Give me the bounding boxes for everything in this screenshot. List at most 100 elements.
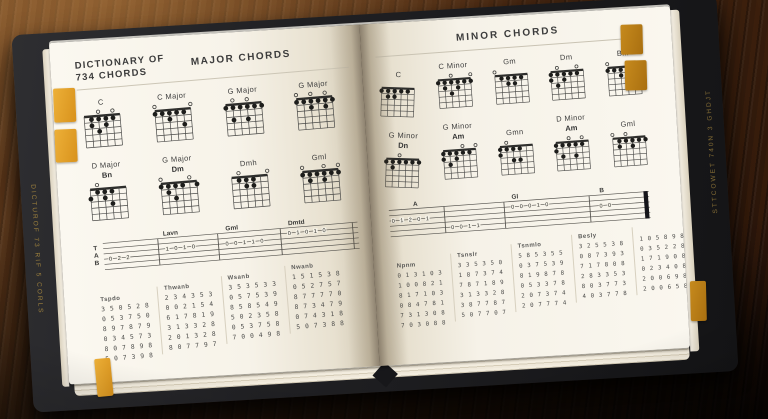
table-number-row: 4 0 3 7 7 8: [582, 290, 628, 301]
svg-text:Gml: Gml: [225, 224, 238, 232]
svg-text:0: 0: [174, 246, 178, 252]
bookmark-tab-right-2: [624, 60, 648, 91]
svg-text:Gl: Gl: [511, 193, 518, 200]
chord-diagram: G Major Dm: [154, 153, 205, 221]
bookmark-tab-left-1: [52, 87, 77, 123]
chord-grid: [384, 153, 422, 189]
table-number-row: 7 0 3 0 8 8: [400, 320, 447, 330]
chord-diagram: C Minor: [433, 60, 477, 115]
chord-diagram-row: G Minor Dn G Minor Am Gmn D Minor Am Gml: [381, 108, 652, 189]
bookmark-tab-left-2: [54, 128, 78, 163]
table-number-row: 5 0 7 7 0 7: [461, 309, 507, 320]
book-title: DICTIONARY OF 734 CHORDS: [74, 53, 166, 84]
svg-text:1: 1: [468, 224, 472, 230]
chord-alt-name: Am: [565, 123, 578, 133]
chord-diagram: Dmh: [225, 157, 275, 215]
svg-text:B: B: [94, 260, 100, 267]
svg-text:Dmtd: Dmtd: [288, 219, 305, 227]
chord-name: C: [395, 70, 402, 80]
bookmark-tab-left-bottom: [94, 357, 114, 398]
chord-grid: [231, 168, 271, 210]
chord-grid: [435, 72, 473, 109]
chord-name: Dmh: [239, 157, 258, 169]
chord-alt-name: Am: [451, 131, 465, 142]
chord-grid: [293, 90, 336, 131]
chord-diagram-row: C C Major G Major G Major: [78, 77, 355, 154]
chord-grid: [158, 175, 200, 216]
chord-name: D Minor: [555, 112, 586, 124]
svg-text:1: 1: [314, 229, 318, 235]
chord-grid: [548, 64, 586, 101]
svg-text:1: 1: [166, 247, 170, 253]
svg-text:1: 1: [296, 230, 300, 236]
chord-alt-name: Dm: [171, 163, 185, 174]
chord-diagram: Gmn: [495, 126, 539, 181]
chord-diagram: D Major Bn: [83, 159, 134, 227]
svg-text:0: 0: [528, 203, 532, 209]
chord-name: G Minor: [388, 130, 419, 141]
chord-grid: [88, 182, 129, 222]
svg-text:0: 0: [459, 224, 463, 230]
svg-text:0: 0: [599, 203, 603, 209]
chord-diagram: C: [78, 96, 128, 154]
chord-name: Gml: [311, 151, 328, 163]
svg-text:2: 2: [126, 255, 130, 261]
chord-diagram: C Major: [148, 90, 198, 148]
chord-grid: [299, 162, 342, 204]
svg-text:1: 1: [183, 245, 187, 251]
chord-name: G Minor: [442, 120, 473, 132]
chord-diagram: G Major: [219, 84, 269, 142]
chord-alt-name: Bn: [101, 170, 113, 180]
chord-diagram: D Minor Am: [550, 112, 594, 177]
svg-text:B: B: [599, 187, 605, 194]
tablature-staff: T A B Lavn Gml Dmtd 0 2 2 1 0 1 0 0 0 1 1 0 0 1 0 1 0: [89, 214, 364, 275]
svg-text:0: 0: [192, 244, 196, 250]
svg-text:0: 0: [392, 219, 396, 225]
svg-text:1: 1: [426, 216, 430, 222]
chord-name: Dm: [559, 52, 573, 63]
svg-text:0: 0: [417, 217, 421, 223]
chord-alt-name: Dn: [398, 140, 409, 151]
chord-diagram: Gml: [608, 118, 652, 173]
chord-diagram-row: D Major Bn G Major Dm Dmh Gml: [83, 140, 360, 227]
open-chord-book: DICTUROF 73 RIF 5 CORLS STTCOWET 740N 3 …: [11, 0, 739, 413]
svg-text:1: 1: [537, 203, 541, 209]
bookmark-tab-right-bottom: [689, 280, 707, 322]
svg-text:0: 0: [234, 241, 238, 247]
svg-text:0: 0: [520, 204, 524, 210]
chord-grid: [554, 135, 592, 172]
bookmark-tab-right-1: [620, 24, 644, 55]
table-number-row: 2 0 0 6 5 8: [642, 283, 689, 293]
chord-grid: [152, 101, 194, 143]
chord-name: Gmn: [505, 127, 524, 138]
svg-text:0: 0: [545, 202, 549, 208]
svg-text:0: 0: [511, 205, 515, 211]
chord-diagram: G Major: [290, 78, 340, 136]
chord-diagram: G Minor Dn: [382, 130, 424, 193]
svg-text:2: 2: [118, 256, 122, 262]
chord-grid: [83, 108, 123, 149]
chord-diagram: C: [377, 70, 419, 123]
chord-name: Gm: [502, 56, 517, 67]
svg-text:0: 0: [260, 239, 264, 245]
svg-text:1: 1: [476, 223, 480, 229]
chord-diagram: Dm: [546, 51, 590, 106]
chord-grid: [379, 86, 415, 118]
svg-text:0: 0: [225, 241, 229, 247]
chord-name: Gml: [620, 118, 636, 129]
svg-text:0: 0: [109, 257, 113, 263]
svg-text:A: A: [94, 253, 100, 260]
svg-text:2: 2: [409, 217, 413, 223]
chord-diagram: Gml: [296, 151, 346, 209]
